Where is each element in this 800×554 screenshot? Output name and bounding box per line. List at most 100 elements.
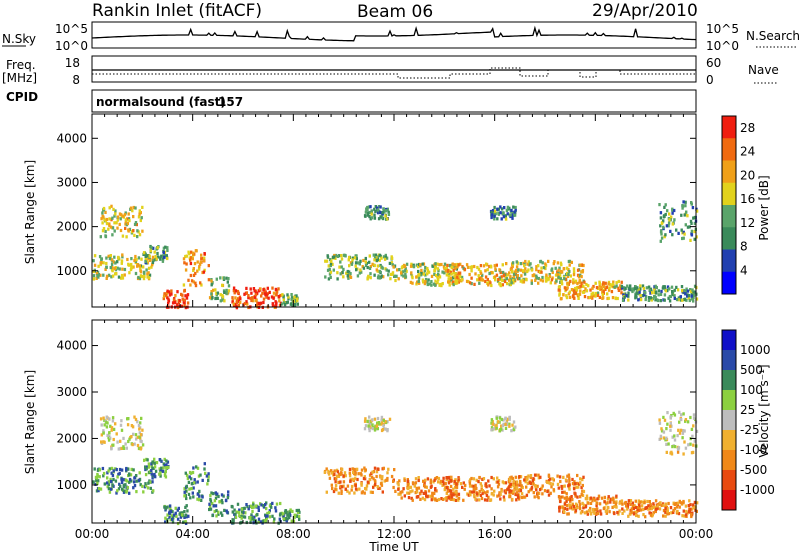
range-gate-cell	[183, 487, 186, 491]
range-gate-cell	[547, 473, 551, 477]
range-gate-cell	[417, 486, 421, 490]
range-gate-cell	[690, 201, 693, 205]
range-gate-cell	[362, 476, 366, 481]
range-gate-cell	[116, 226, 119, 230]
range-gate-cell	[454, 281, 457, 285]
range-gate-cell	[459, 482, 463, 486]
range-gate-cell	[582, 263, 585, 268]
range-gate-cell	[615, 505, 618, 509]
range-gate-cell	[681, 298, 684, 302]
range-gate-cell	[373, 263, 376, 268]
range-gate-cell	[512, 278, 515, 283]
range-gate-cell	[659, 501, 662, 505]
range-gate-cell	[424, 265, 427, 270]
range-gate-cell	[201, 478, 204, 482]
range-gate-cell	[264, 293, 267, 297]
range-gate-cell	[666, 422, 669, 426]
range-gate-cell	[113, 467, 117, 471]
range-gate-cell	[676, 509, 679, 514]
range-gate-cell	[166, 513, 169, 517]
range-gate-cell	[111, 226, 115, 230]
range-gate-cell	[187, 492, 191, 496]
velocity-colorbar-swatch	[722, 390, 736, 411]
range-gate-cell	[293, 295, 296, 299]
range-gate-cell	[371, 423, 374, 427]
range-gate-cell	[602, 284, 606, 288]
nave-series-line	[92, 67, 696, 79]
range-gate-cell	[664, 502, 668, 506]
range-gate-cell	[672, 411, 675, 415]
range-gate-cell	[376, 427, 379, 431]
range-gate-cell	[163, 471, 167, 475]
range-gate-cell	[662, 415, 665, 419]
range-gate-cell	[232, 286, 236, 290]
range-gate-cell	[175, 514, 178, 518]
power-x-ticks	[91, 114, 697, 307]
range-gate-cell	[108, 490, 112, 494]
range-gate-cell	[517, 268, 520, 272]
freq-frame	[91, 55, 697, 83]
range-gate-cell	[509, 485, 513, 489]
range-gate-cell	[191, 257, 194, 261]
range-gate-cell	[417, 276, 421, 280]
range-gate-cell	[144, 467, 147, 472]
range-gate-cell	[470, 490, 474, 494]
range-gate-cell	[459, 262, 462, 266]
range-gate-cell	[645, 506, 648, 510]
power-colorbar-swatch	[722, 160, 736, 184]
range-gate-cell	[654, 298, 657, 302]
range-gate-cell	[693, 284, 697, 288]
range-gate-cell	[324, 275, 327, 279]
range-gate-cell	[596, 510, 599, 514]
range-gate-cell	[590, 292, 593, 296]
range-gate-cell	[132, 432, 135, 436]
range-gate-cell	[113, 267, 116, 271]
range-gate-cell	[495, 426, 498, 430]
range-gate-cell	[557, 486, 560, 490]
range-gate-cell	[368, 415, 371, 419]
range-gate-cell	[340, 489, 343, 493]
range-gate-cell	[392, 265, 395, 269]
range-gate-cell	[671, 207, 674, 211]
range-gate-cell	[165, 459, 168, 463]
range-gate-cell	[533, 273, 536, 277]
range-gate-cell	[506, 205, 510, 209]
range-gate-cell	[654, 284, 657, 288]
range-gate-cell	[399, 492, 402, 496]
range-gate-cell	[373, 479, 377, 483]
range-gate-cell	[330, 471, 334, 475]
range-gate-cell	[472, 477, 476, 481]
range-gate-cell	[659, 299, 662, 303]
range-gate-cell	[452, 491, 456, 495]
range-gate-cell	[103, 418, 106, 422]
range-gate-cell	[163, 464, 166, 468]
range-gate-cell	[348, 274, 352, 278]
range-gate-cell	[673, 502, 676, 506]
range-gate-cell	[620, 291, 623, 295]
range-gate-cell	[371, 427, 374, 431]
range-gate-cell	[403, 494, 406, 498]
range-gate-cell	[118, 447, 122, 451]
range-gate-cell	[165, 293, 168, 298]
range-gate-cell	[120, 276, 123, 280]
range-gate-cell	[378, 276, 381, 280]
range-gate-cell	[515, 498, 518, 502]
range-gate-cell	[238, 514, 241, 518]
range-gate-cell	[139, 421, 142, 425]
range-gate-cell	[184, 294, 187, 298]
range-gate-cell	[597, 511, 600, 516]
range-gate-cell	[690, 514, 693, 519]
range-gate-cell	[656, 506, 659, 510]
range-gate-cell	[347, 270, 351, 274]
range-gate-cell	[97, 275, 100, 279]
range-gate-cell	[580, 275, 583, 279]
range-gate-cell	[465, 279, 469, 283]
range-gate-cell	[182, 257, 186, 261]
range-gate-cell	[396, 268, 399, 272]
range-gate-cell	[480, 496, 484, 501]
range-gate-cell	[213, 499, 217, 503]
range-gate-cell	[667, 221, 671, 225]
nsky-tick-top: 10^5	[55, 22, 88, 36]
range-gate-cell	[440, 497, 443, 501]
